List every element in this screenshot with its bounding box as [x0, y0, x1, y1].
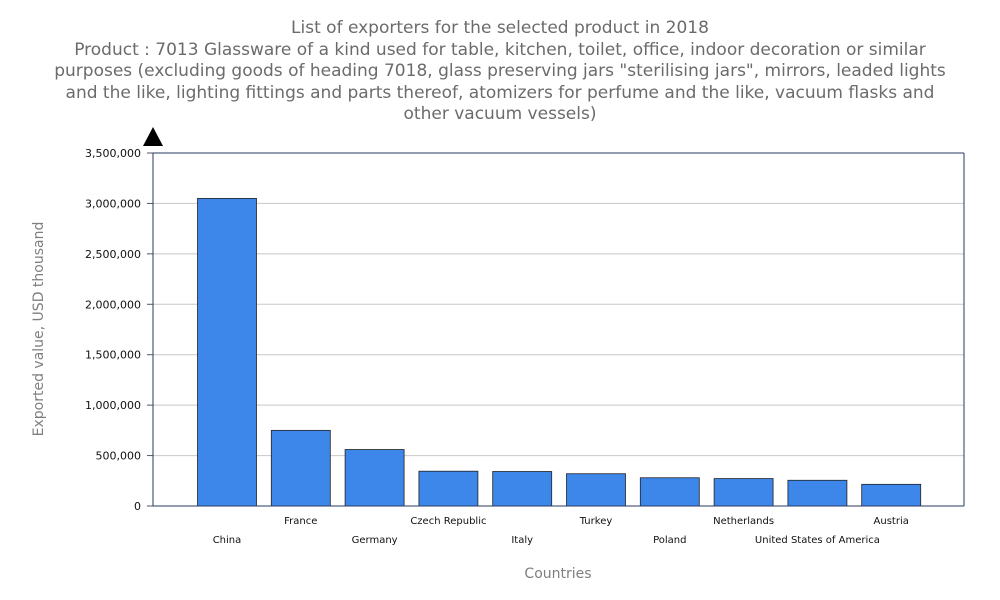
- x-category-label: Turkey: [579, 516, 613, 527]
- bar-china: [197, 197, 257, 507]
- x-category-label: Poland: [653, 535, 686, 546]
- chart-subtitle: Product : 7013 Glassware of a kind used …: [54, 39, 946, 125]
- y-tick-label: 1,000,000: [85, 399, 141, 412]
- x-category-label: Austria: [874, 516, 909, 527]
- x-category-label: Netherlands: [713, 516, 774, 527]
- x-category-label: Czech Republic: [410, 516, 486, 527]
- y-tick-label: 2,000,000: [85, 298, 141, 311]
- x-category-label: United States of America: [755, 535, 880, 546]
- x-category-label: Italy: [511, 535, 533, 546]
- y-axis-arrow-icon: [143, 127, 163, 146]
- bar-poland: [639, 477, 700, 507]
- y-tick-label: 0: [134, 500, 141, 513]
- chart-title-block: List of exporters for the selected produ…: [45, 18, 955, 126]
- bar-france: [270, 429, 331, 507]
- bar-italy: [492, 471, 553, 507]
- y-tick-label: 3,500,000: [85, 147, 141, 160]
- y-tick-labels: 0 500,000 1,000,000 1,500,000 2,000,000 2,500…: [85, 147, 141, 513]
- bar-czech-republic: [418, 470, 479, 507]
- bar-united-states-of-america: [787, 479, 848, 507]
- x-category-label: China: [213, 535, 242, 546]
- bars: [197, 197, 922, 507]
- x-category-label: France: [284, 516, 317, 527]
- bar-austria: [861, 483, 922, 507]
- plot-frame: [143, 127, 965, 507]
- chart-title: List of exporters for the selected produ…: [291, 18, 709, 38]
- bar-germany: [344, 449, 405, 507]
- bar-netherlands: [713, 478, 774, 507]
- bar-turkey: [566, 473, 626, 507]
- y-tick-label: 3,000,000: [85, 197, 141, 210]
- x-axis-title: Countries: [524, 566, 591, 582]
- x-category-labels: China France Germany Czech Republic Italy Tur…: [213, 516, 909, 546]
- x-category-label: Germany: [352, 535, 398, 546]
- y-tick-label: 500,000: [96, 450, 142, 463]
- y-tick-label: 1,500,000: [85, 349, 141, 362]
- y-axis-title: Exported value, USD thousand: [31, 222, 47, 437]
- y-tick-label: 2,500,000: [85, 248, 141, 261]
- gridlines: [153, 202, 964, 457]
